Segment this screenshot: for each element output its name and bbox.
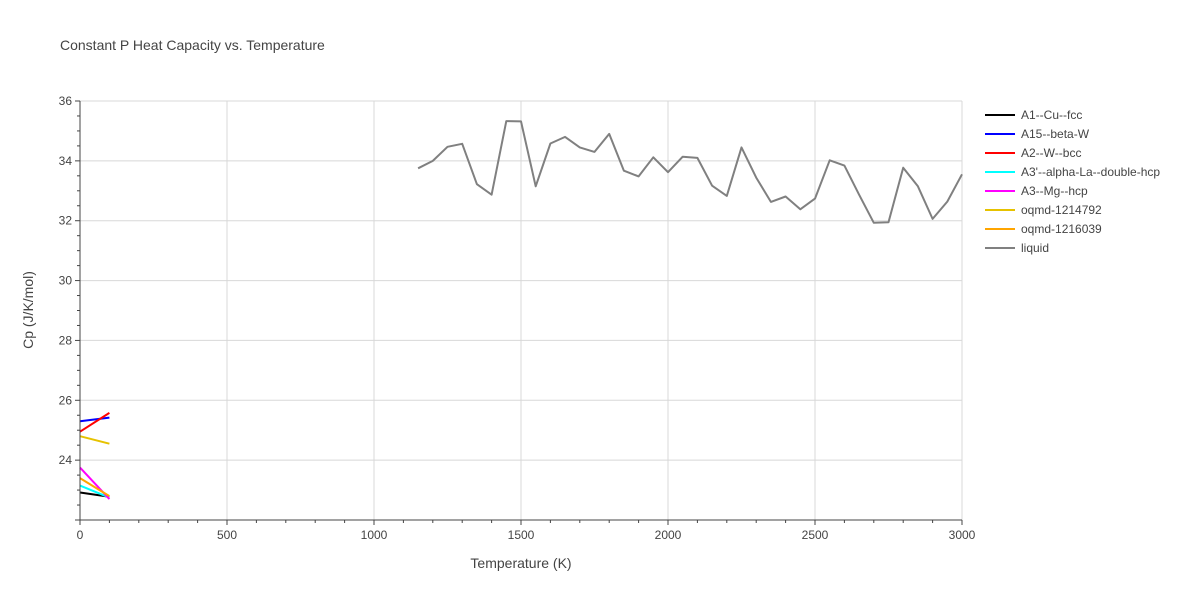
- x-axis-label: Temperature (K): [470, 555, 571, 571]
- x-tick-label: 1000: [361, 528, 388, 542]
- series-line-oqmd-1216039: [79, 477, 110, 497]
- series-line-a2-w-bcc: [79, 412, 110, 433]
- axes: 0 500 1000 1500 2000 2500 3000 24 26 28 30 32 34 36: [59, 94, 976, 542]
- legend-item-label: A3'--alpha-La--double-hcp: [1021, 165, 1160, 179]
- legend-item-label: A2--W--bcc: [1021, 146, 1081, 160]
- y-tick-label: 36: [59, 94, 73, 108]
- series-line-a3-alpha-la-double-hcp: [79, 484, 110, 499]
- plot-area: [79, 120, 963, 500]
- legend-item-label: oqmd-1216039: [1021, 222, 1102, 236]
- y-tick-label: 28: [59, 333, 73, 347]
- chart-title: Constant P Heat Capacity vs. Temperature: [60, 37, 325, 53]
- legend-item-label: A15--beta-W: [1021, 127, 1090, 141]
- x-tick-label: 3000: [949, 528, 976, 542]
- x-tick-label: 1500: [508, 528, 535, 542]
- y-tick-label: 26: [59, 393, 73, 407]
- legend-item-label: A1--Cu--fcc: [1021, 108, 1082, 122]
- x-tick-label: 2500: [802, 528, 829, 542]
- y-tick-label: 32: [59, 214, 73, 228]
- series-line-oqmd-1214792: [79, 435, 110, 445]
- x-tick-label: 500: [217, 528, 237, 542]
- legend-item-label: liquid: [1021, 241, 1049, 255]
- grid-lines: [80, 100, 963, 520]
- x-tick-label: 2000: [655, 528, 682, 542]
- legend: A1--Cu--fcc A15--beta-W A2--W--bcc A3'--alp…: [985, 108, 1160, 255]
- x-tick-label: 0: [77, 528, 84, 542]
- y-tick-label: 30: [59, 274, 73, 288]
- legend-item-label: A3--Mg--hcp: [1021, 184, 1088, 198]
- series-line-a15-beta-w: [79, 416, 110, 423]
- y-tick-label: 24: [59, 453, 73, 467]
- legend-item-label: oqmd-1214792: [1021, 203, 1102, 217]
- series-line-liquid: [417, 120, 963, 224]
- y-tick-label: 34: [59, 154, 73, 168]
- y-axis-label: Cp (J/K/mol): [20, 271, 36, 349]
